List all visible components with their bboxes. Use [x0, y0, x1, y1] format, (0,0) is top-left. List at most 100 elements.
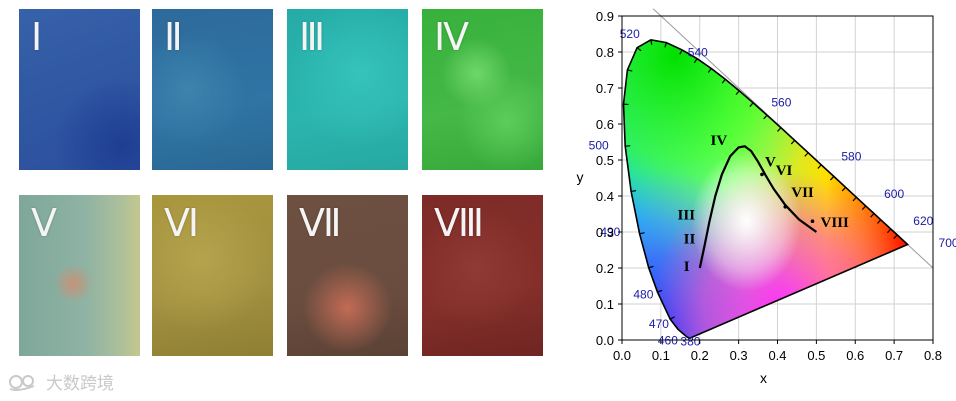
y-tick-label: 0.4 [596, 189, 614, 204]
x-tick-label: 0.5 [807, 348, 825, 363]
swatch-VIII: Ⅷ [422, 195, 543, 356]
y-tick-label: 0.2 [596, 261, 614, 276]
cie-chromaticity-chart: 380460470480490500520540560580600620700 … [577, 8, 956, 386]
x-tick-label: 0.7 [885, 348, 903, 363]
wavelength-label: 520 [620, 27, 640, 41]
wavelength-label: 620 [913, 214, 933, 228]
data-point-label: V [765, 154, 776, 170]
wavelength-label: 480 [633, 288, 653, 302]
wavelength-tick [639, 232, 645, 235]
y-tick-label: 0.5 [596, 153, 614, 168]
data-point-label: VIII [820, 215, 849, 231]
y-tick-label: 0.9 [596, 9, 614, 24]
swatch-VI: Ⅵ [152, 195, 273, 356]
wavelength-tick [852, 196, 857, 202]
wavelength-label: 500 [589, 139, 609, 153]
x-tick-label: 0.4 [768, 348, 786, 363]
data-point-label: II [684, 231, 696, 247]
wavelength-label: 580 [841, 149, 861, 163]
swatch-label: Ⅲ [299, 15, 325, 59]
data-point-marker [760, 172, 764, 177]
x-tick-label: 0.6 [846, 348, 864, 363]
wavelength-tick [817, 164, 822, 169]
swatch-label: Ⅳ [434, 15, 469, 59]
color-trajectory-line [698, 145, 818, 269]
wavelength-tick [749, 102, 754, 107]
y-tick-label: 0.3 [596, 225, 614, 240]
swatch-II: Ⅱ [152, 9, 273, 170]
swatch-label: Ⅷ [434, 201, 484, 245]
swatch-label: Ⅶ [299, 201, 342, 245]
wavelength-tick [657, 289, 663, 293]
wavelength-tick [870, 213, 875, 218]
y-axis-title: y [577, 169, 584, 185]
wavelength-label: 460 [658, 334, 678, 348]
y-axis-ticks: 0.0 0.1 0.2 0.3 0.4 0.5 0.6 0.7 0.8 0.9 [596, 9, 622, 348]
wavelength-tick [631, 190, 637, 193]
y-tick-label: 0.0 [596, 333, 614, 348]
swatch-V: Ⅴ [19, 195, 140, 356]
wavelength-tick [790, 139, 796, 145]
swatch-VII: Ⅶ [287, 195, 408, 356]
swatch-I: Ⅰ [19, 9, 140, 170]
data-point-marker [783, 205, 788, 209]
watermark-logo-icon [9, 374, 35, 391]
x-tick-label: 0.0 [613, 348, 631, 363]
watermark-text: 大数跨境 [46, 374, 114, 394]
data-point-label: VI [776, 163, 793, 179]
wavelength-label: 490 [600, 225, 620, 239]
wavelength-label: 600 [884, 187, 904, 201]
data-point-label: VII [791, 185, 814, 201]
wavelength-label: 380 [680, 334, 700, 348]
wavelength-tick [876, 219, 882, 224]
swatch-III: Ⅲ [287, 9, 408, 170]
y-tick-label: 0.7 [596, 81, 614, 96]
wavelength-tick [664, 42, 667, 48]
y-tick-label: 0.6 [596, 117, 614, 132]
wavelength-tick [735, 90, 740, 95]
y-tick-label: 0.1 [596, 297, 614, 312]
y-tick-label: 0.8 [596, 45, 614, 60]
wavelength-tick [804, 152, 809, 157]
data-point-marker [810, 219, 815, 223]
wavelength-label: 560 [771, 95, 791, 109]
wavelength-tick [886, 228, 892, 234]
data-point-label: I [684, 259, 690, 275]
wavelength-ticks [623, 39, 898, 320]
data-point-label: IV [711, 133, 728, 149]
wavelength-tick [648, 265, 654, 269]
wavelength-tick [707, 68, 712, 73]
wavelength-tick [777, 127, 782, 132]
watermark: 大数跨境 [8, 369, 114, 394]
x-tick-label: 0.1 [652, 348, 670, 363]
wavelength-tick [721, 78, 726, 84]
wavelength-label: 540 [688, 46, 708, 60]
wavelength-tick [861, 205, 867, 210]
x-tick-label: 0.2 [691, 348, 709, 363]
x-tick-label: 0.3 [730, 348, 748, 363]
wavelength-label: 470 [649, 317, 669, 331]
wavelength-label: 700 [939, 236, 956, 250]
gamut-color-fill [623, 39, 908, 339]
wavelength-tick [669, 316, 675, 320]
swatch-label: Ⅵ [164, 201, 199, 245]
wavelength-tick [679, 49, 683, 55]
wavelength-tick [841, 186, 847, 192]
swatch-IV: Ⅳ [422, 9, 543, 170]
wavelength-tick [893, 234, 898, 239]
wavelength-tick [693, 58, 698, 64]
x-axis-ticks: 0.0 0.1 0.2 0.3 0.4 0.5 0.6 0.7 0.8 [613, 340, 942, 363]
swatch-label: Ⅰ [31, 15, 42, 59]
wavelength-tick [763, 114, 768, 120]
wavelength-tick [650, 39, 653, 45]
x-tick-label: 0.8 [924, 348, 942, 363]
x-axis-title: x [760, 370, 767, 386]
swatch-label: Ⅱ [164, 15, 183, 59]
wavelength-tick [829, 176, 835, 181]
wavelength-tick [627, 69, 633, 72]
swatch-label: Ⅴ [31, 201, 57, 245]
data-point-label: III [678, 208, 696, 224]
wavelength-tick [636, 47, 642, 52]
